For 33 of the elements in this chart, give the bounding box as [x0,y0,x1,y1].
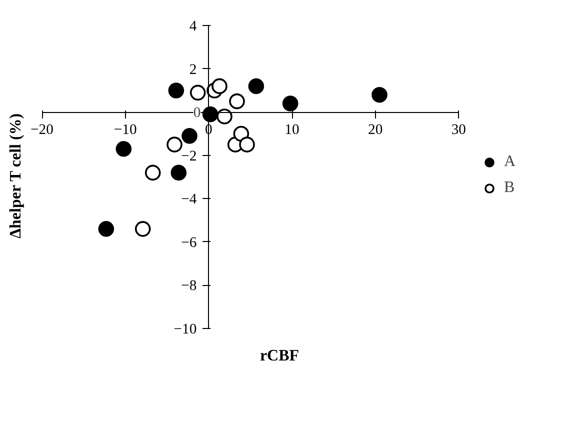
y-tick-label: −6 [181,234,197,251]
x-tick-label: 30 [451,122,466,138]
y-tick-label: −10 [174,321,197,338]
point [166,136,182,152]
point [282,96,298,112]
point [98,221,114,237]
y-axis-title: Δhelper T cell (%) [8,113,24,238]
y-tick-label: 2 [189,62,197,78]
point [248,78,264,94]
point [116,141,132,157]
legend-label: A [504,153,517,171]
point [212,78,228,94]
point [190,84,206,101]
y-tick-label: −2 [181,148,197,164]
point [229,93,245,110]
x-tick-label: −20 [30,122,54,138]
y-tick-label: −8 [181,278,197,294]
point [372,86,388,103]
point [182,128,198,144]
y-tick-label: 0 [193,105,201,122]
point [170,164,187,181]
x-axis-title: rCBF [260,348,300,364]
y-tick-label: 4 [189,18,198,35]
point [239,136,255,152]
point [144,164,161,181]
point [216,108,232,124]
point [134,221,151,237]
x-tick-label: −10 [114,122,137,138]
x-tick-label: 10 [284,122,300,138]
x-tick-label: 20 [368,122,383,138]
y-tick-label: −4 [181,192,198,208]
point [168,82,184,98]
legend-label: B [504,179,516,197]
